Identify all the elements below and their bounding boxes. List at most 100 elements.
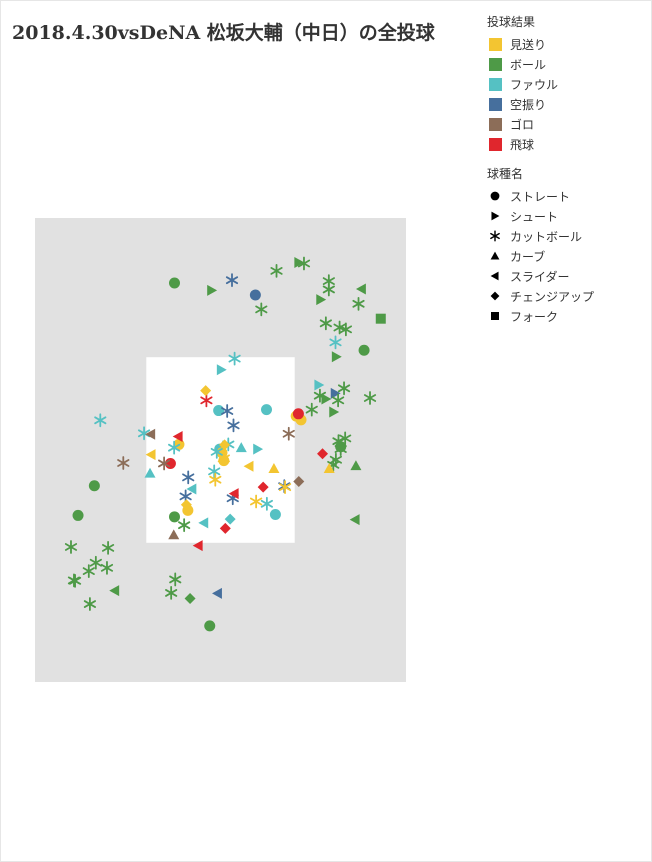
legend-result-title: 投球結果	[487, 15, 536, 29]
pitch-point-cutter-foul	[260, 496, 273, 511]
pitch-point-cutter-called_strike	[250, 494, 263, 509]
pitch-point-curve-grounder	[168, 529, 180, 540]
pitch-point-changeup-grounder	[293, 476, 305, 488]
pitch-point-slider-fly	[228, 488, 239, 500]
pitch-point-cutter-foul	[208, 464, 221, 479]
legend-pitch-item: ストレート	[487, 186, 594, 206]
legend-result-label: 飛球	[510, 137, 535, 152]
pitch-point-cutter-ball	[332, 393, 345, 408]
legend-swatch	[489, 77, 502, 91]
legend-pitch-item: チェンジアップ	[487, 286, 594, 306]
pitch-point-straight-fly	[164, 457, 176, 469]
pitch-point-cutter-ball	[337, 381, 351, 396]
pitch-point-cutter-ball	[165, 586, 178, 600]
legend-result-label: ボール	[510, 57, 547, 72]
pitch-point-shoot-ball	[321, 393, 332, 405]
pitch-point-cutter-swinging_strike	[182, 470, 195, 485]
pitch-point-slider-swinging_strike	[212, 587, 222, 599]
legend-result-item: ファウル	[487, 74, 594, 94]
pitch-point-cutter-grounder	[117, 456, 130, 470]
triangle-right-icon	[491, 211, 500, 221]
pitch-point-shoot-ball	[207, 284, 218, 296]
pitch-point-straight-ball	[72, 509, 84, 521]
pitch-point-cutter-swinging_strike	[225, 273, 239, 288]
square-icon	[491, 312, 499, 320]
pitch-marks	[64, 256, 386, 632]
legend-pitch-title: 球種名	[487, 167, 524, 181]
legend-pitch-item: カーブ	[487, 246, 594, 266]
pitch-point-cutter-ball	[83, 597, 97, 611]
legend-swatch	[489, 97, 502, 111]
pitch-point-cutter-ball	[100, 560, 114, 575]
asterisk-icon	[490, 230, 500, 242]
pitch-point-changeup-called_strike	[200, 385, 212, 397]
pitch-point-cutter-foul	[94, 413, 107, 428]
pitch-point-cutter-ball	[333, 320, 346, 335]
pitch-point-cutter-ball	[89, 555, 102, 570]
pitch-point-cutter-ball	[305, 402, 318, 417]
legend-pitch-label: カットボール	[510, 229, 583, 244]
pitch-point-slider-foul	[198, 517, 209, 529]
legend-pitch-item: シュート	[487, 206, 594, 226]
pitch-point-cutter-ball	[319, 316, 332, 331]
pitch-point-curve-called_strike	[268, 463, 280, 473]
pitch-point-cutter-ball	[339, 431, 352, 446]
triangle-left-icon	[490, 271, 499, 281]
pitch-point-fork-ball	[375, 313, 386, 324]
legend-swatch	[489, 37, 502, 51]
pitch-point-changeup-fly	[257, 481, 269, 493]
pitch-point-cutter-ball	[332, 434, 345, 449]
pitch-point-cutter-ball	[64, 540, 78, 554]
pitch-point-straight-ball	[168, 511, 180, 523]
pitch-point-changeup-called_strike	[219, 439, 231, 451]
pitch-point-cutter-foul	[228, 351, 241, 366]
pitch-point-cutter-ball	[255, 302, 268, 317]
pitch-point-shoot-foul	[216, 364, 227, 376]
circle-icon	[490, 191, 500, 201]
legend-pitch-list: ストレートシュートカットボールカーブスライダーチェンジアップフォーク	[487, 186, 594, 326]
pitch-point-cutter-ball	[297, 256, 311, 271]
pitch-point-changeup-foul	[224, 513, 236, 525]
pitch-point-cutter-ball	[68, 573, 82, 588]
pitch-point-cutter-foul	[329, 335, 342, 350]
pitch-point-slider-foul	[186, 483, 197, 495]
pitch-point-cutter-ball	[334, 442, 347, 456]
legend-result-label: ゴロ	[510, 117, 535, 132]
pitch-point-slider-ball	[349, 514, 360, 526]
legend-result-list: 見送りボールファウル空振りゴロ飛球	[487, 34, 594, 154]
legend-result-item: ゴロ	[487, 114, 594, 134]
pitch-point-slider-fly	[172, 431, 183, 443]
legend-pitch-label: フォーク	[510, 309, 559, 324]
pitch-point-cutter-ball	[322, 282, 335, 297]
pitch-point-slider-fly	[192, 540, 203, 552]
pitch-point-curve-called_strike	[323, 463, 335, 473]
diamond-icon	[490, 291, 500, 301]
pitch-point-curve-foul	[144, 467, 156, 478]
legend-result-item: 空振り	[487, 94, 594, 114]
pitch-point-slider-called_strike	[145, 449, 156, 461]
legend-pitch-label: スライダー	[510, 269, 570, 284]
pitch-point-cutter-swinging_strike	[227, 418, 240, 433]
legend-swatch	[489, 137, 502, 151]
pitch-point-straight-ball	[204, 620, 216, 632]
chart-title: 2018.4.30vsDeNA 松坂大輔（中日）の全投球	[12, 22, 435, 44]
pitch-point-straight-fly	[292, 408, 304, 420]
legend-swatch	[489, 57, 502, 71]
pitch-point-straight-foul	[261, 404, 273, 416]
pitch-point-changeup-called_strike	[180, 499, 192, 511]
legend-pitch-item: スライダー	[487, 266, 594, 286]
legend-result-item: 見送り	[487, 34, 594, 54]
pitch-point-changeup-fly	[317, 448, 329, 460]
pitch-point-cutter-ball	[101, 541, 115, 555]
pitch-point-cutter-ball	[169, 572, 182, 587]
pitch-point-cutter-ball	[363, 391, 377, 405]
pitch-point-curve-ball	[350, 460, 362, 471]
pitch-point-straight-ball	[88, 480, 100, 492]
pitch-point-straight-ball	[168, 277, 180, 289]
pitch-point-straight-ball	[358, 344, 370, 356]
legend-result-label: 空振り	[510, 97, 547, 112]
pitch-point-cutter-called_strike	[209, 472, 222, 487]
pitch-point-slider-ball	[355, 283, 366, 295]
pitch-point-cutter-foul	[210, 444, 223, 459]
legend-pitch-label: ストレート	[510, 189, 571, 204]
